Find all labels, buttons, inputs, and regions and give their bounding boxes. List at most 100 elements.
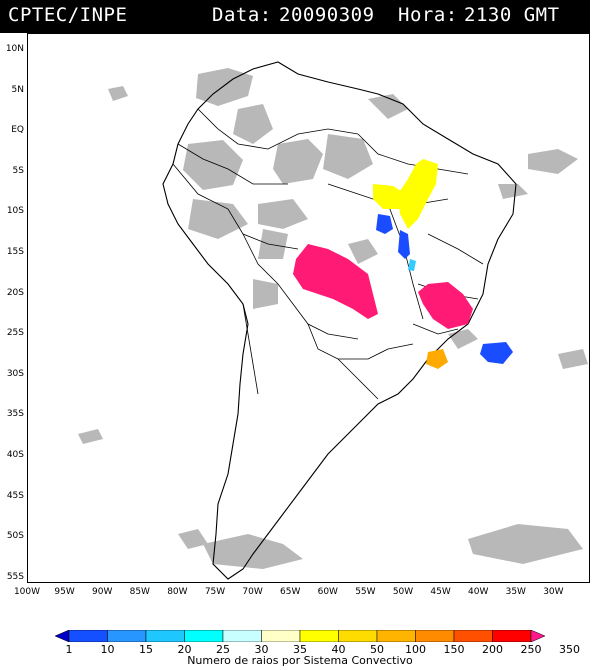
cloud-patch (558, 349, 588, 369)
colorbar-segment (492, 630, 532, 642)
colorbar-tick-label: 250 (520, 643, 542, 656)
border-line (427, 233, 484, 265)
colorbar-tick-label: 350 (559, 643, 580, 656)
border-line (337, 358, 379, 400)
convective-systems (293, 159, 513, 369)
colorbar-tick-label: 40 (331, 643, 346, 656)
map-frame[interactable] (27, 33, 590, 583)
lon-label: 35W (505, 587, 526, 597)
lon-label: 100W (13, 587, 41, 597)
colorbar-tick-label: 15 (139, 643, 153, 656)
lon-label: 50W (392, 587, 414, 597)
colorbar-tick-label: 150 (443, 643, 465, 656)
lon-label: 70W (242, 587, 263, 597)
cloud-patch (468, 524, 583, 564)
colorbar-segment (415, 630, 455, 642)
border-line (242, 233, 359, 340)
colorbar-segment (530, 630, 545, 642)
cloud-patch (233, 104, 273, 144)
colorbar-tick-label: 35 (293, 643, 307, 656)
convective-system (293, 244, 378, 319)
convective-system (373, 184, 406, 209)
lat-label: 15S (6, 247, 24, 257)
cloud-patch (253, 279, 278, 309)
convective-system (480, 342, 513, 364)
convective-system (398, 230, 410, 259)
colorbar-segment (376, 630, 416, 642)
lon-label: 45W (430, 587, 451, 597)
colorbar-segment (184, 630, 224, 642)
border-line (177, 143, 288, 185)
hour-value: 2130 GMT (464, 4, 560, 26)
lat-label: 10N (5, 44, 24, 54)
cloud-patch (348, 239, 378, 264)
lat-label: 50S (6, 531, 24, 542)
cloud-patch (273, 139, 323, 184)
colorbar-tick-label: 10 (100, 643, 115, 656)
cloud-patch (368, 94, 408, 119)
date-value: 20090309 (279, 4, 375, 26)
cloud-patch (178, 529, 208, 549)
cloud-patch (203, 534, 303, 569)
border-line (307, 323, 414, 360)
source-label: CPTEC/INPE (8, 4, 128, 26)
map-canvas (78, 61, 588, 580)
continent-outline (162, 61, 517, 580)
lon-label: 55W (355, 587, 376, 597)
lon-label: 30W (543, 587, 564, 597)
lat-label: 55S (6, 571, 24, 582)
cloud-patch (108, 86, 128, 101)
lat-label: 40S (6, 450, 24, 460)
colorbar-tick-label: 50 (370, 643, 384, 656)
colorbar-segment (68, 630, 108, 642)
border-line (242, 303, 259, 395)
colorbar-segment (145, 630, 185, 642)
colorbar-tick-label: 200 (482, 643, 503, 656)
cloud-patch (258, 199, 308, 229)
cloud-patch (528, 149, 578, 174)
border-line (387, 203, 424, 320)
lat-label: 30S (6, 368, 24, 379)
lon-label: 40W (468, 587, 489, 597)
date-label: Data: (212, 4, 272, 26)
lon-label: 65W (280, 587, 301, 597)
colorbar-tick-label: 25 (216, 643, 230, 656)
convective-system (408, 259, 416, 271)
colorbar-caption: Numero de raios por Sistema Convectivo (187, 654, 413, 667)
lon-label: 95W (54, 587, 75, 597)
cloud-cover (78, 68, 588, 569)
border-line (197, 108, 359, 150)
lat-label: 35S (6, 409, 24, 420)
lat-label: 45S (6, 490, 24, 501)
colorbar-tick-label: 1 (65, 643, 73, 656)
cloud-patch (183, 140, 243, 190)
colorbar-segment (299, 630, 339, 642)
lat-label: 25S (6, 328, 24, 339)
colorbar-tick-label: 20 (177, 643, 192, 656)
convective-system (426, 349, 448, 369)
border-line (172, 163, 299, 250)
border-line (412, 323, 459, 335)
colorbar (55, 630, 545, 642)
convective-system (418, 282, 473, 329)
border-line (357, 133, 469, 175)
cloud-patch (258, 229, 288, 259)
cloud-patch (78, 429, 103, 444)
colorbar-tick-label: 100 (405, 643, 426, 656)
lat-label: 10S (6, 206, 24, 217)
colorbar-segment (55, 630, 70, 642)
colorbar-segment (107, 630, 147, 642)
cloud-patch (188, 199, 248, 239)
lat-label: 5S (12, 165, 24, 176)
lon-label: 75W (204, 587, 226, 597)
title-bar: CPTEC/INPE Data: 20090309 Hora: 2130 GMT (0, 0, 590, 33)
colorbar-segment (222, 630, 262, 642)
convective-system (398, 159, 438, 229)
lat-label: 20S (6, 287, 24, 298)
cloud-patch (498, 184, 528, 199)
lon-label: 85W (129, 587, 150, 597)
lon-label: 90W (92, 587, 113, 597)
lat-label: EQ (11, 125, 24, 136)
cloud-patch (323, 134, 373, 179)
lat-label: 5N (11, 84, 24, 95)
